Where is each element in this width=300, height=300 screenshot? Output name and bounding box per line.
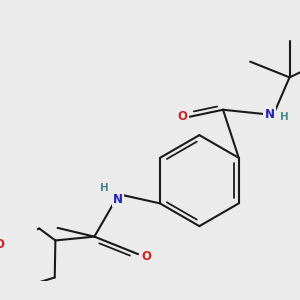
Text: N: N [264,108,274,121]
Text: H: H [100,183,109,193]
Text: O: O [0,238,5,251]
Text: O: O [178,110,188,123]
Text: H: H [280,112,289,122]
Text: N: N [113,193,123,206]
Text: O: O [142,250,152,263]
